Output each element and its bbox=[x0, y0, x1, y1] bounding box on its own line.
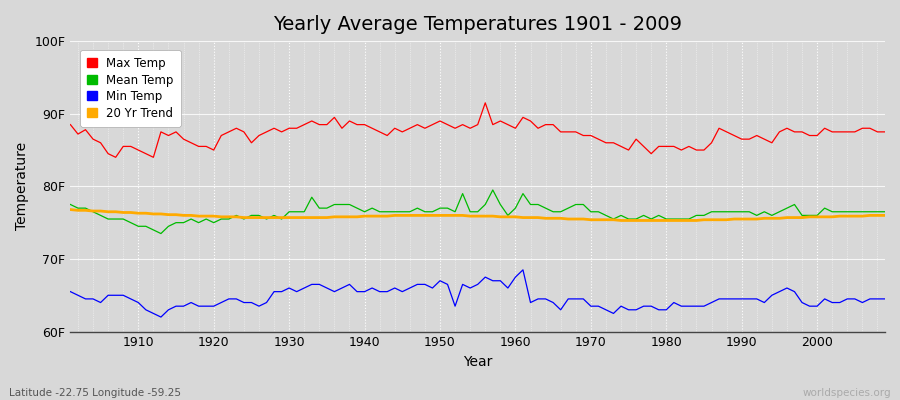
Text: worldspecies.org: worldspecies.org bbox=[803, 388, 891, 398]
Legend: Max Temp, Mean Temp, Min Temp, 20 Yr Trend: Max Temp, Mean Temp, Min Temp, 20 Yr Tre… bbox=[80, 50, 181, 127]
Y-axis label: Temperature: Temperature bbox=[15, 142, 29, 230]
X-axis label: Year: Year bbox=[463, 355, 492, 369]
Text: Latitude -22.75 Longitude -59.25: Latitude -22.75 Longitude -59.25 bbox=[9, 388, 181, 398]
Title: Yearly Average Temperatures 1901 - 2009: Yearly Average Temperatures 1901 - 2009 bbox=[274, 15, 682, 34]
